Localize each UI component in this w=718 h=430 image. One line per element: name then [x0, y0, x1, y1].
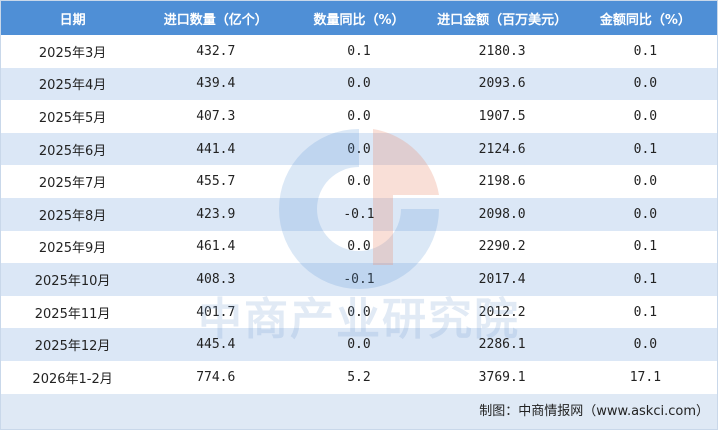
table-cell: 0.0	[633, 174, 658, 190]
table-cell: 2025年4月	[1, 67, 145, 101]
table-cell: 0.1	[633, 43, 658, 59]
table-cell: 423.9	[144, 197, 288, 231]
table-cell: 439.4	[144, 67, 288, 101]
table-cell: 461.4	[196, 239, 236, 255]
table-cell: 2025年12月	[1, 328, 145, 361]
table-cell: 0.0	[573, 197, 717, 231]
table-cell: 2025年8月	[1, 197, 145, 231]
header-row: 日期 进口数量（亿个） 数量同比（%） 进口金额（百万美元） 金额同比（%）	[1, 1, 717, 35]
header-cell: 进口金额（百万美元）	[430, 1, 574, 35]
table-cell: 774.6	[196, 369, 236, 385]
table-cell: 2098.0	[430, 197, 574, 231]
table-cell: 455.7	[196, 174, 236, 190]
table-cell: -0.1	[287, 197, 431, 231]
table-row: 2025年12月 445.4 0.0 2286.1 0.0	[1, 328, 717, 361]
table-cell: 0.0	[347, 239, 371, 255]
table-row: 2025年3月 432.7 0.1 2180.3 0.1	[1, 35, 717, 68]
table-cell: 2286.1	[430, 328, 574, 361]
table-cell: 2025年11月	[34, 306, 111, 322]
table-cell: 2198.6	[478, 174, 526, 190]
source-note: 制图：中商情报网（www.askci.com）	[1, 394, 717, 429]
table-cell: 2180.3	[478, 43, 526, 59]
table-cell: 0.0	[633, 108, 658, 124]
table-cell: 2124.6	[430, 132, 574, 166]
table-cell: 5.2	[347, 369, 371, 385]
table-cell: 2025年3月	[38, 45, 107, 61]
table-cell: 441.4	[144, 132, 288, 166]
table-cell: 445.4	[144, 328, 288, 361]
table-cell: 1907.5	[478, 108, 526, 124]
table-cell: 0.1	[573, 132, 717, 166]
table-cell: 2025年6月	[1, 132, 145, 166]
table-cell: 2026年1-2月	[32, 371, 113, 387]
table-cell: 0.1	[633, 304, 658, 320]
table-cell: 407.3	[196, 108, 236, 124]
table-cell: 0.1	[573, 263, 717, 296]
table-row: 2026年1-2月 774.6 5.2 3769.1 17.1	[1, 361, 717, 394]
table-row: 2025年10月 408.3 -0.1 2017.4 0.1	[1, 263, 717, 296]
table-cell: 17.1	[629, 369, 662, 385]
data-table: 日期 进口数量（亿个） 数量同比（%） 进口金额（百万美元） 金额同比（%） 2025年…	[1, 1, 717, 394]
table-cell: 401.7	[196, 304, 236, 320]
header-cell: 进口数量（亿个）	[144, 1, 288, 35]
table-body: 2025年3月 432.7 0.1 2180.3 0.1 2025年4月 439.4 0.0 2…	[1, 35, 717, 394]
table-cell: 0.0	[347, 174, 371, 190]
table-cell: 2025年10月	[1, 263, 145, 296]
table-cell: 408.3	[144, 263, 288, 296]
table-cell: 0.0	[573, 328, 717, 361]
table-row: 2025年4月 439.4 0.0 2093.6 0.0	[1, 67, 717, 101]
table-cell: 432.7	[196, 43, 236, 59]
table-row: 2025年7月 455.7 0.0 2198.6 0.0	[1, 165, 717, 198]
table-cell: 2017.4	[430, 263, 574, 296]
table-cell: 3769.1	[478, 369, 526, 385]
header-cell: 金额同比（%）	[573, 1, 717, 35]
table-cell: 0.0	[347, 108, 371, 124]
table-cell: 2093.6	[430, 67, 574, 101]
table-row: 2025年5月 407.3 0.0 1907.5 0.0	[1, 100, 717, 133]
table-cell: -0.1	[287, 263, 431, 296]
table-cell: 2012.2	[478, 304, 526, 320]
table-cell: 2290.2	[478, 239, 526, 255]
table-cell: 0.1	[347, 43, 371, 59]
table-row: 2025年8月 423.9 -0.1 2098.0 0.0	[1, 197, 717, 231]
table-cell: 2025年9月	[38, 241, 107, 257]
table-row: 2025年9月 461.4 0.0 2290.2 0.1	[1, 231, 717, 264]
header-cell: 数量同比（%）	[287, 1, 431, 35]
table-cell: 0.0	[287, 67, 431, 101]
table-cell: 0.0	[573, 67, 717, 101]
table-cell: 0.0	[287, 328, 431, 361]
table-cell: 2025年5月	[38, 110, 107, 126]
header-cell: 日期	[1, 1, 145, 35]
table-cell: 0.0	[347, 304, 371, 320]
table-cell: 0.1	[633, 239, 658, 255]
table-row: 2025年6月 441.4 0.0 2124.6 0.1	[1, 132, 717, 166]
table-cell: 0.0	[287, 132, 431, 166]
table-row: 2025年11月 401.7 0.0 2012.2 0.1	[1, 296, 717, 329]
table-cell: 2025年7月	[38, 176, 107, 192]
watermark-text: 中商产业研究院	[198, 294, 520, 345]
